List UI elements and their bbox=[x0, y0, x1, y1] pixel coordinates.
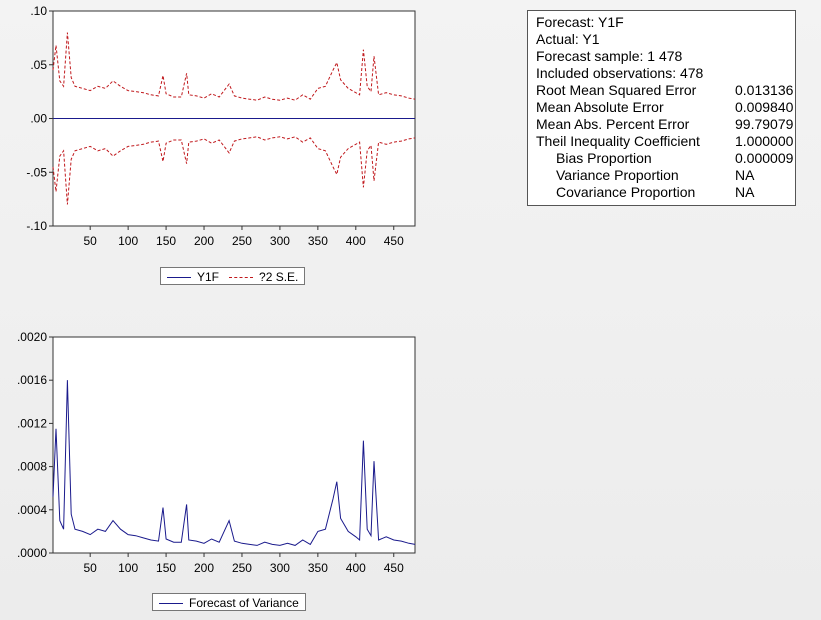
x-tick-label: 150 bbox=[156, 234, 176, 248]
x-tick-label: 200 bbox=[194, 561, 214, 575]
stat-value: NA bbox=[735, 167, 755, 183]
x-tick-label: 300 bbox=[270, 561, 290, 575]
x-tick-label: 100 bbox=[118, 234, 138, 248]
stat-label: Included observations: 478 bbox=[536, 65, 704, 81]
x-tick-label: 450 bbox=[384, 234, 404, 248]
x-tick-label: 400 bbox=[346, 234, 366, 248]
stat-row: Forecast: Y1F bbox=[536, 14, 795, 31]
stat-label: Actual: Y1 bbox=[536, 31, 600, 47]
stat-row: Mean Abs. Percent Error 99.79079 bbox=[536, 116, 795, 133]
x-tick-label: 200 bbox=[194, 234, 214, 248]
stat-row: Root Mean Squared Error 0.013136 bbox=[536, 82, 795, 99]
forecast-legend: Y1F ?2 S.E. bbox=[160, 267, 306, 285]
stat-value: 0.013136 bbox=[735, 82, 794, 98]
y-tick-label: .0020 bbox=[17, 330, 47, 344]
stat-label: Covariance Proportion bbox=[556, 184, 696, 200]
x-tick-label: 450 bbox=[384, 561, 404, 575]
legend-dashed-line-swatch bbox=[229, 277, 254, 279]
y-tick-label: .0016 bbox=[17, 373, 47, 387]
x-tick-label: 350 bbox=[308, 561, 328, 575]
y-tick-label: .10 bbox=[30, 4, 47, 18]
y-tick-label: .0000 bbox=[17, 546, 47, 560]
forecast-statistics-table: Forecast: Y1F Actual: Y1 Forecast sample: … bbox=[527, 10, 796, 206]
stat-row: Theil Inequality Coefficient 1.000000 bbox=[536, 133, 795, 150]
stat-row: Forecast sample: 1 478 bbox=[536, 48, 795, 65]
plot-area bbox=[52, 336, 416, 554]
x-tick-label: 250 bbox=[232, 561, 252, 575]
x-tick-label: 350 bbox=[308, 234, 328, 248]
series-line-forecast-of-variance bbox=[52, 380, 416, 546]
stat-row: Covariance Proportion NA bbox=[536, 184, 795, 201]
y-tick-label: -.10 bbox=[26, 219, 47, 233]
stat-label: Variance Proportion bbox=[556, 167, 679, 183]
legend-se-label: ?2 S.E. bbox=[259, 270, 299, 284]
legend-y1f-label: Y1F bbox=[197, 270, 220, 284]
stat-row: Bias Proportion 0.000009 bbox=[536, 150, 795, 167]
y-tick-label: .00 bbox=[30, 112, 47, 126]
stat-value: NA bbox=[735, 184, 755, 200]
stat-label: Mean Abs. Percent Error bbox=[536, 116, 690, 132]
legend-variance-label: Forecast of Variance bbox=[189, 596, 299, 610]
stat-row: Included observations: 478 bbox=[536, 65, 795, 82]
x-tick-label: 300 bbox=[270, 234, 290, 248]
stat-label: Forecast: Y1F bbox=[536, 14, 624, 30]
stat-value: 99.79079 bbox=[735, 116, 794, 132]
y-tick-label: .0008 bbox=[17, 460, 47, 474]
stat-label: Theil Inequality Coefficient bbox=[536, 133, 700, 149]
x-tick-label: 50 bbox=[84, 234, 98, 248]
legend-solid-line-swatch bbox=[159, 603, 183, 605]
variance-legend: Forecast of Variance bbox=[152, 593, 306, 611]
y-tick-label: -.05 bbox=[26, 165, 47, 179]
x-tick-label: 250 bbox=[232, 234, 252, 248]
stat-value: 0.000009 bbox=[735, 150, 794, 166]
stat-label: Bias Proportion bbox=[556, 150, 652, 166]
stat-value: 1.000000 bbox=[735, 133, 794, 149]
legend-solid-line-swatch bbox=[167, 277, 191, 279]
stat-label: Root Mean Squared Error bbox=[536, 82, 697, 98]
stat-row: Actual: Y1 bbox=[536, 31, 795, 48]
y-tick-label: .05 bbox=[30, 58, 47, 72]
y-tick-label: .0012 bbox=[17, 416, 47, 430]
x-tick-label: 400 bbox=[346, 561, 366, 575]
y-tick-label: .0004 bbox=[17, 503, 47, 517]
stat-row: Variance Proportion NA bbox=[536, 167, 795, 184]
forecast-chart: .10 .05 .00 -.05 -.10 50 100 150 200 250 300 350 400… bbox=[26, 4, 416, 248]
stat-row: Mean Absolute Error 0.009840 bbox=[536, 99, 795, 116]
stat-value: 0.009840 bbox=[735, 99, 794, 115]
stat-label: Forecast sample: 1 478 bbox=[536, 48, 683, 64]
x-tick-label: 150 bbox=[156, 561, 176, 575]
stat-label: Mean Absolute Error bbox=[536, 99, 664, 115]
x-tick-label: 100 bbox=[118, 561, 138, 575]
variance-chart: .0020 .0016 .0012 .0008 .0004 .0000 50 100 150 20… bbox=[17, 330, 416, 575]
x-tick-label: 50 bbox=[84, 561, 98, 575]
